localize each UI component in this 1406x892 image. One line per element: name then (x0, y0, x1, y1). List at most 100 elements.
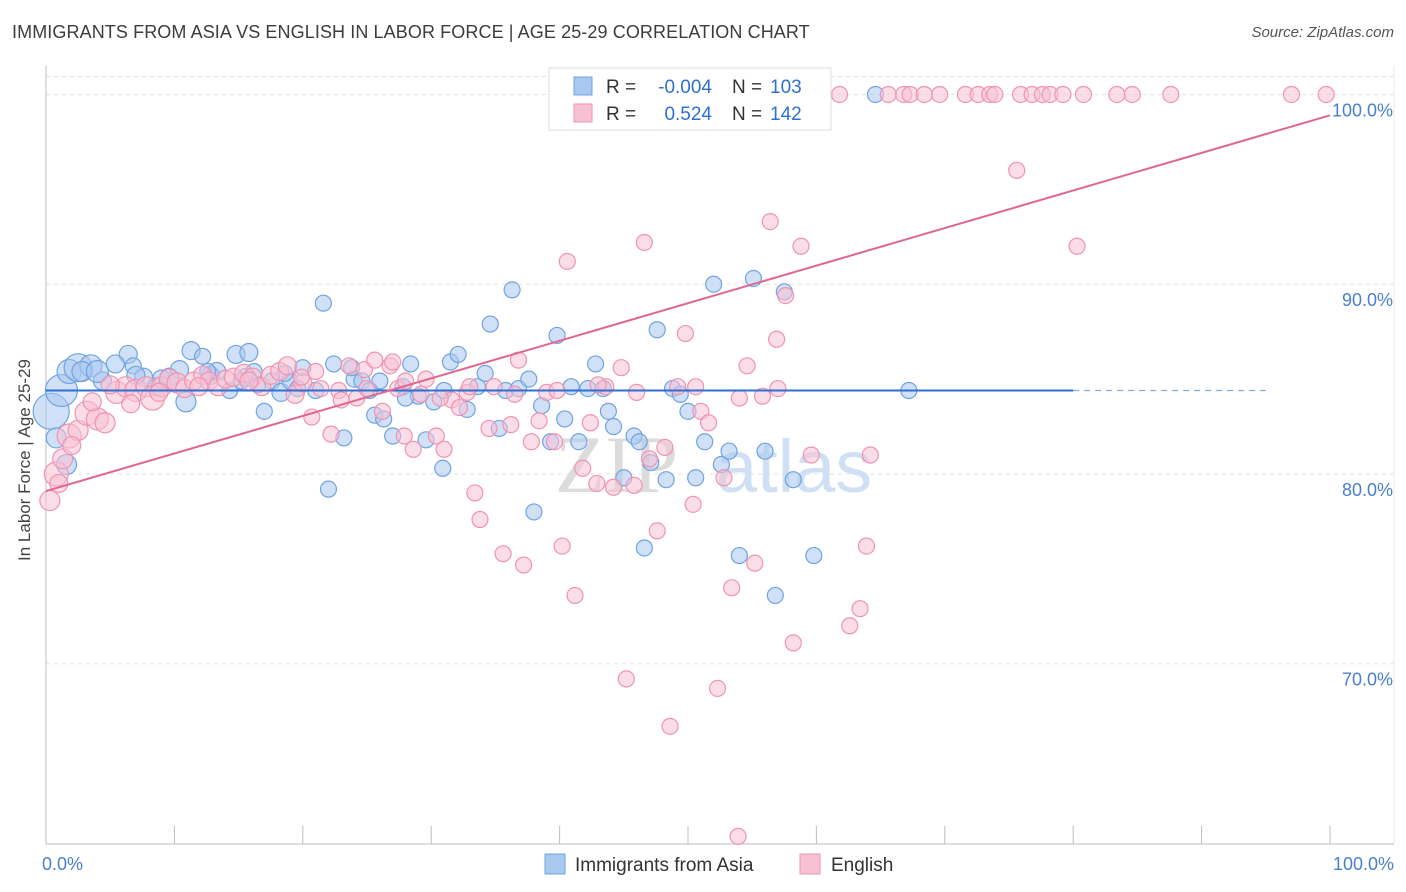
bottom-legend-label-1: Immigrants from Asia (575, 855, 754, 876)
point-english (676, 324, 695, 343)
point-english (861, 446, 879, 464)
point-english (687, 378, 705, 396)
point-english (1068, 237, 1086, 255)
legend-swatch-pink (573, 103, 593, 123)
point-asia (730, 546, 748, 565)
point-english (640, 450, 659, 468)
point-asia (449, 345, 467, 364)
point-asia (784, 471, 802, 489)
point-english (412, 385, 430, 403)
point-asia (85, 359, 109, 384)
point-english (986, 85, 1004, 104)
point-asia (402, 355, 420, 373)
point-english (699, 414, 718, 432)
point-english (522, 433, 540, 451)
point-english (753, 387, 772, 405)
point-asia (503, 281, 521, 299)
legend-box (548, 67, 832, 131)
point-english (431, 389, 449, 407)
legend-r-label-1: R = (606, 77, 636, 98)
y-tick-label: 90.0% (1342, 290, 1393, 310)
point-english (461, 378, 479, 396)
point-english (502, 416, 520, 434)
point-english (669, 378, 687, 396)
point-english (851, 600, 869, 618)
point-english (1108, 85, 1126, 104)
point-english (588, 474, 606, 493)
point-english (612, 359, 630, 377)
point-english (277, 356, 297, 376)
point-english (879, 85, 897, 104)
point-english (553, 537, 571, 555)
point-asia (657, 471, 675, 489)
point-english (322, 425, 340, 443)
legend-swatch-blue (573, 76, 593, 96)
point-english (715, 469, 733, 487)
point-asia (525, 503, 543, 521)
axes: 70.0% 80.0% 90.0% 100.0% 0.0% 100.0% (42, 66, 1394, 874)
point-english (82, 392, 102, 412)
point-english (384, 353, 402, 371)
point-english (404, 440, 422, 458)
point-english (312, 379, 330, 398)
point-english (628, 383, 646, 401)
point-english (506, 385, 524, 403)
point-english (635, 233, 653, 252)
point-english (450, 398, 469, 417)
bottom-legend-swatch-pink (799, 853, 821, 875)
point-asia (434, 459, 452, 477)
point-asia (766, 586, 784, 605)
point-english (1074, 85, 1093, 104)
point-english (94, 412, 116, 434)
point-english (121, 394, 141, 414)
point-asia (604, 417, 623, 436)
point-english (723, 579, 741, 597)
point-english (915, 85, 933, 104)
point-english (427, 427, 445, 445)
top-legend: R = -0.004 N = 103 R = 0.524 N = 142 (548, 67, 832, 131)
legend-n-label-2: N = (732, 104, 762, 125)
point-english (746, 554, 764, 572)
point-english (1123, 85, 1141, 104)
point-asia (648, 321, 666, 339)
point-asia (570, 433, 588, 451)
point-english (149, 382, 169, 402)
point-english (307, 362, 325, 381)
point-english (358, 379, 376, 398)
trend-line-english (45, 114, 1331, 493)
point-english (558, 252, 576, 271)
point-english (494, 545, 512, 563)
point-english (574, 459, 592, 477)
point-asia (805, 546, 823, 565)
bottom-legend: Immigrants from Asia English (544, 853, 893, 876)
point-english (373, 402, 392, 420)
point-asia (194, 347, 212, 365)
point-asia (599, 402, 617, 420)
point-english (931, 85, 949, 104)
point-asia (556, 410, 574, 428)
grid-lines (46, 66, 1395, 844)
point-english (189, 377, 209, 397)
chart-source: Source: ZipAtlas.com (1251, 24, 1394, 41)
y-tick-label: 70.0% (1342, 670, 1393, 690)
point-asia (696, 433, 714, 451)
chart-title: IMMIGRANTS FROM ASIA VS ENGLISH IN LABOR… (12, 22, 810, 42)
point-english (656, 438, 674, 457)
point-english (738, 357, 756, 375)
point-english (684, 495, 702, 513)
point-english (708, 679, 727, 698)
point-english (1282, 85, 1301, 104)
point-english (802, 446, 820, 464)
point-english (340, 357, 358, 375)
point-english (1054, 85, 1072, 104)
point-english (395, 427, 413, 445)
point-english (1008, 161, 1026, 179)
legend-r-value-2: 0.524 (664, 104, 712, 125)
point-english (776, 287, 795, 305)
point-english (661, 717, 679, 735)
point-asia (105, 354, 125, 374)
point-english (792, 237, 810, 255)
point-english (830, 85, 849, 104)
point-asia (520, 370, 538, 388)
point-english (784, 634, 802, 652)
